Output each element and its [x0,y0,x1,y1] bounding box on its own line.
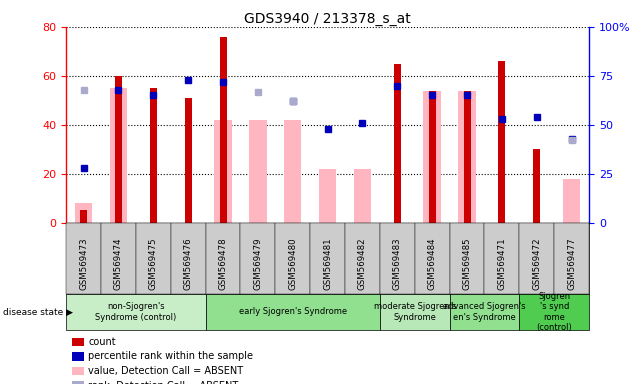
Text: GSM569474: GSM569474 [114,237,123,290]
Text: GSM569477: GSM569477 [567,237,576,290]
Bar [219,36,227,223]
Text: moderate Sjogren's
Syndrome: moderate Sjogren's Syndrome [374,302,456,322]
Text: GSM569471: GSM569471 [498,237,507,290]
Bar [319,169,336,223]
Text: GSM569478: GSM569478 [219,237,227,290]
Text: GSM569485: GSM569485 [462,237,471,290]
Text: early Sjogren's Syndrome: early Sjogren's Syndrome [239,308,347,316]
Bar [150,88,157,223]
Bar [423,91,441,223]
Text: GSM569484: GSM569484 [428,237,437,290]
Text: GSM569473: GSM569473 [79,237,88,290]
Bar [464,91,471,223]
Bar [110,88,127,223]
Text: GSM569480: GSM569480 [289,237,297,290]
Bar [75,203,92,223]
Text: disease state ▶: disease state ▶ [3,308,73,316]
Text: GSM569472: GSM569472 [532,237,541,290]
Bar [80,210,87,223]
Text: GSM569481: GSM569481 [323,237,332,290]
Text: GSM569482: GSM569482 [358,237,367,290]
Text: GSM569479: GSM569479 [253,237,262,290]
Text: non-Sjogren's
Syndrome (control): non-Sjogren's Syndrome (control) [95,302,176,322]
Bar [498,61,505,223]
Bar [284,120,302,223]
Bar [185,98,192,223]
Bar [394,64,401,223]
Bar [428,91,436,223]
Bar [459,91,476,223]
Text: GSM569476: GSM569476 [184,237,193,290]
Bar [533,149,541,223]
Text: value, Detection Call = ABSENT: value, Detection Call = ABSENT [88,366,243,376]
Text: Sjogren
's synd
rome
(control): Sjogren 's synd rome (control) [536,292,572,332]
Bar [563,179,580,223]
Text: advanced Sjogren's
en's Syndrome: advanced Sjogren's en's Syndrome [443,302,526,322]
Bar [115,76,122,223]
Text: percentile rank within the sample: percentile rank within the sample [88,351,253,361]
Text: GSM569483: GSM569483 [393,237,402,290]
Text: count: count [88,337,116,347]
Title: GDS3940 / 213378_s_at: GDS3940 / 213378_s_at [244,12,411,26]
Text: rank, Detection Call = ABSENT: rank, Detection Call = ABSENT [88,381,238,384]
Bar [249,120,266,223]
Bar [354,169,371,223]
Text: GSM569475: GSM569475 [149,237,158,290]
Bar [214,120,232,223]
